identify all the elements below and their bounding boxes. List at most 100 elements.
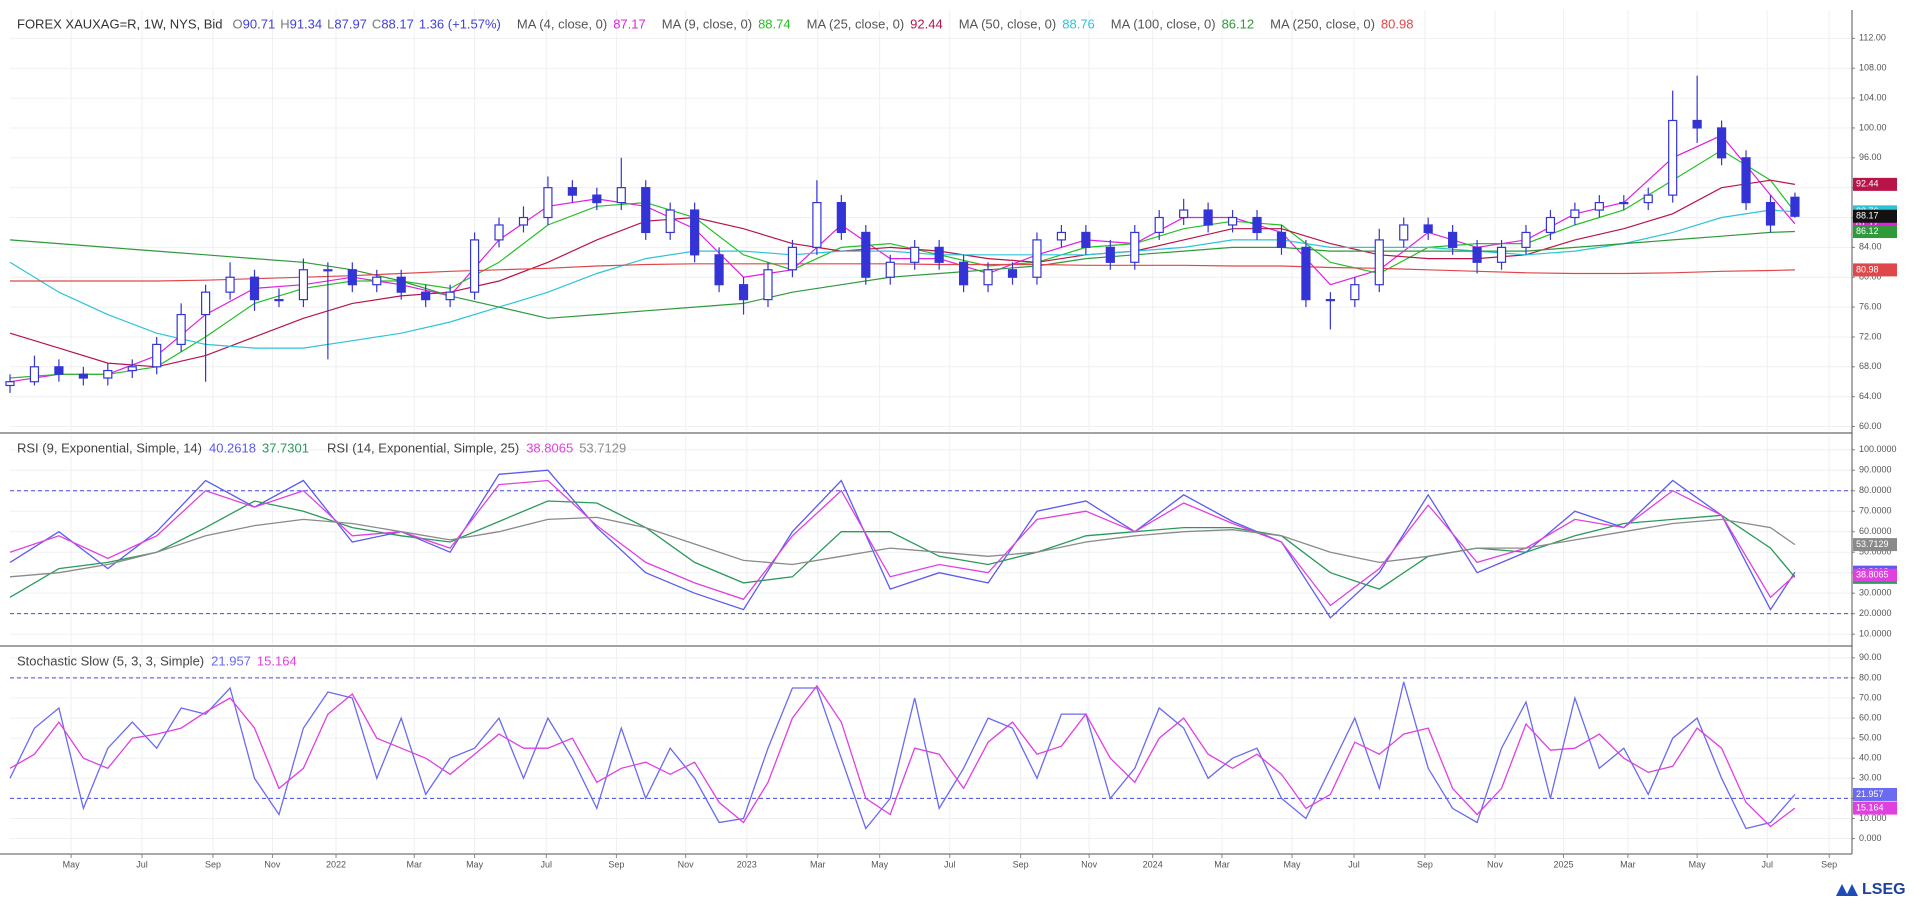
x-tick-label: Mar xyxy=(1620,859,1636,869)
y-tick-label: 100.0000 xyxy=(1859,444,1897,454)
candle-body xyxy=(1350,284,1360,301)
candle-body xyxy=(396,276,406,293)
y-tick-label: 68.00 xyxy=(1859,361,1882,371)
ma-line xyxy=(9,230,1795,319)
y-tick-label: 72.00 xyxy=(1859,331,1882,341)
candle-body xyxy=(1276,231,1287,248)
legend-text: 88.76 xyxy=(1062,16,1095,31)
candle-body xyxy=(1056,231,1067,241)
x-tick-label: Jul xyxy=(541,859,553,869)
legend-text: 87.97 xyxy=(334,16,367,31)
candle-body xyxy=(1472,246,1482,263)
x-tick-label: Sep xyxy=(1417,859,1433,869)
y-tick-label: 60.00 xyxy=(1859,712,1882,722)
x-tick-label: 2024 xyxy=(1143,859,1163,869)
candle-body xyxy=(494,224,504,241)
value-badge xyxy=(1853,225,1897,239)
x-tick-label: Sep xyxy=(608,859,624,869)
candle-body xyxy=(201,291,211,316)
candle-body xyxy=(543,187,553,219)
candle-body xyxy=(567,187,577,196)
candle-body xyxy=(1399,224,1409,241)
candle-body xyxy=(274,299,284,302)
candle-body xyxy=(1448,231,1458,248)
candle-body xyxy=(1668,119,1678,196)
indicator-line xyxy=(9,516,1796,578)
candle-body xyxy=(836,201,846,234)
candle-body xyxy=(1154,216,1164,234)
y-tick-label: 10.000 xyxy=(1859,813,1887,823)
legend-text: 90.71 xyxy=(243,16,276,31)
value-badge xyxy=(1853,538,1897,552)
candle-body xyxy=(372,276,382,286)
legend-text: Stochastic Slow (5, 3, 3, Simple) xyxy=(17,653,204,668)
candle-body xyxy=(445,291,455,301)
x-tick-label: Jul xyxy=(1761,859,1773,869)
y-tick-label: 0.000 xyxy=(1859,833,1882,843)
x-tick-label: Mar xyxy=(1214,859,1230,869)
candle-body xyxy=(176,313,186,346)
x-tick-label: Nov xyxy=(1081,859,1098,869)
marks-layer xyxy=(5,75,1800,830)
candle-body xyxy=(592,194,602,204)
x-tick-label: Sep xyxy=(1013,859,1029,869)
legend-text: MA (100, close, 0) xyxy=(1111,16,1216,31)
candle-body xyxy=(1423,224,1433,234)
y-tick-label: 30.00 xyxy=(1859,773,1882,783)
brand-logo: LSEG xyxy=(1836,881,1906,898)
x-tick-label: Nov xyxy=(264,859,281,869)
candle-body xyxy=(298,269,309,301)
candle-body xyxy=(1692,119,1702,129)
y-tick-label: 10.0000 xyxy=(1859,629,1892,639)
legend-value: 37.7301 xyxy=(262,440,309,455)
x-tick-label: Nov xyxy=(1487,859,1504,869)
legend-value: 38.8065 xyxy=(526,440,573,455)
y-tick-label: 70.00 xyxy=(1859,692,1882,702)
candle-body xyxy=(1301,246,1311,301)
candle-body xyxy=(1545,216,1556,234)
candle-body xyxy=(323,269,333,272)
value-badge-text: 92.44 xyxy=(1856,179,1879,189)
indicator-line xyxy=(9,684,1796,828)
x-tick-label: Jul xyxy=(944,859,956,869)
y-tick-label: 40.00 xyxy=(1859,753,1882,763)
candle-body xyxy=(469,239,480,293)
candle-body xyxy=(959,261,969,286)
y-tick-label: 80.00 xyxy=(1859,672,1882,682)
indicator-line xyxy=(9,681,1796,830)
legend-text: 88.74 xyxy=(758,16,791,31)
y-tick-label: 90.0000 xyxy=(1859,465,1892,475)
value-badge xyxy=(1853,263,1897,277)
legend-text: RSI (9, Exponential, Simple, 14) xyxy=(17,440,202,455)
legend-text: MA (250, close, 0) xyxy=(1270,16,1375,31)
candle-body xyxy=(641,187,651,234)
value-badge-text: 88.17 xyxy=(1856,211,1879,221)
y-tick-label: 100.00 xyxy=(1859,122,1887,132)
brand: LSEG xyxy=(1862,881,1906,898)
candle-body xyxy=(1227,216,1238,226)
candle-body xyxy=(690,209,700,256)
value-badge xyxy=(1853,177,1897,191)
legend-value: 53.7129 xyxy=(579,440,626,455)
y-tick-label: 84.00 xyxy=(1859,242,1882,252)
legend-text: FOREX XAUXAG=R, 1W, NYS, Bid xyxy=(17,16,223,31)
candle-body xyxy=(127,366,137,372)
candle-body xyxy=(665,209,675,234)
candle-body xyxy=(1374,239,1384,286)
legend-text: 86.12 xyxy=(1222,16,1255,31)
candle-body xyxy=(1130,231,1140,263)
candle-body xyxy=(1594,201,1604,211)
candle-body xyxy=(861,231,871,278)
candle-body xyxy=(1203,209,1213,226)
x-tick-label: Sep xyxy=(1821,859,1837,869)
legend-text: MA (50, close, 0) xyxy=(959,16,1057,31)
legend-text: RSI (14, Exponential, Simple, 25) xyxy=(327,440,519,455)
candle-body xyxy=(1007,269,1018,278)
candle-body xyxy=(714,254,724,286)
legend-text: MA (4, close, 0) xyxy=(517,16,607,31)
candle-body xyxy=(885,261,895,278)
candle-body xyxy=(225,276,235,293)
x-tick-label: 2023 xyxy=(737,859,757,869)
value-badge xyxy=(1853,209,1897,223)
